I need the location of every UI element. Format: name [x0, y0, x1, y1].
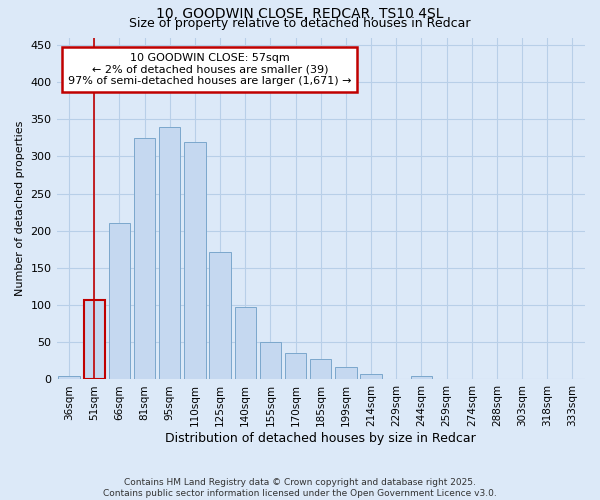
Bar — [235, 306, 256, 380]
Bar — [411, 376, 432, 380]
Text: 10, GOODWIN CLOSE, REDCAR, TS10 4SL: 10, GOODWIN CLOSE, REDCAR, TS10 4SL — [156, 8, 444, 22]
Y-axis label: Number of detached properties: Number of detached properties — [15, 121, 25, 296]
Bar — [361, 374, 382, 380]
Bar — [209, 252, 231, 380]
Bar — [159, 126, 181, 380]
Bar — [134, 138, 155, 380]
Bar — [260, 342, 281, 380]
Bar — [109, 222, 130, 380]
Text: 10 GOODWIN CLOSE: 57sqm
← 2% of detached houses are smaller (39)
97% of semi-det: 10 GOODWIN CLOSE: 57sqm ← 2% of detached… — [68, 53, 352, 86]
Bar — [58, 376, 80, 380]
Bar — [285, 354, 307, 380]
Bar — [184, 142, 206, 380]
Text: Size of property relative to detached houses in Redcar: Size of property relative to detached ho… — [129, 18, 471, 30]
Bar — [310, 358, 331, 380]
X-axis label: Distribution of detached houses by size in Redcar: Distribution of detached houses by size … — [166, 432, 476, 445]
Text: Contains HM Land Registry data © Crown copyright and database right 2025.
Contai: Contains HM Land Registry data © Crown c… — [103, 478, 497, 498]
Bar — [83, 300, 105, 380]
Bar — [335, 367, 356, 380]
